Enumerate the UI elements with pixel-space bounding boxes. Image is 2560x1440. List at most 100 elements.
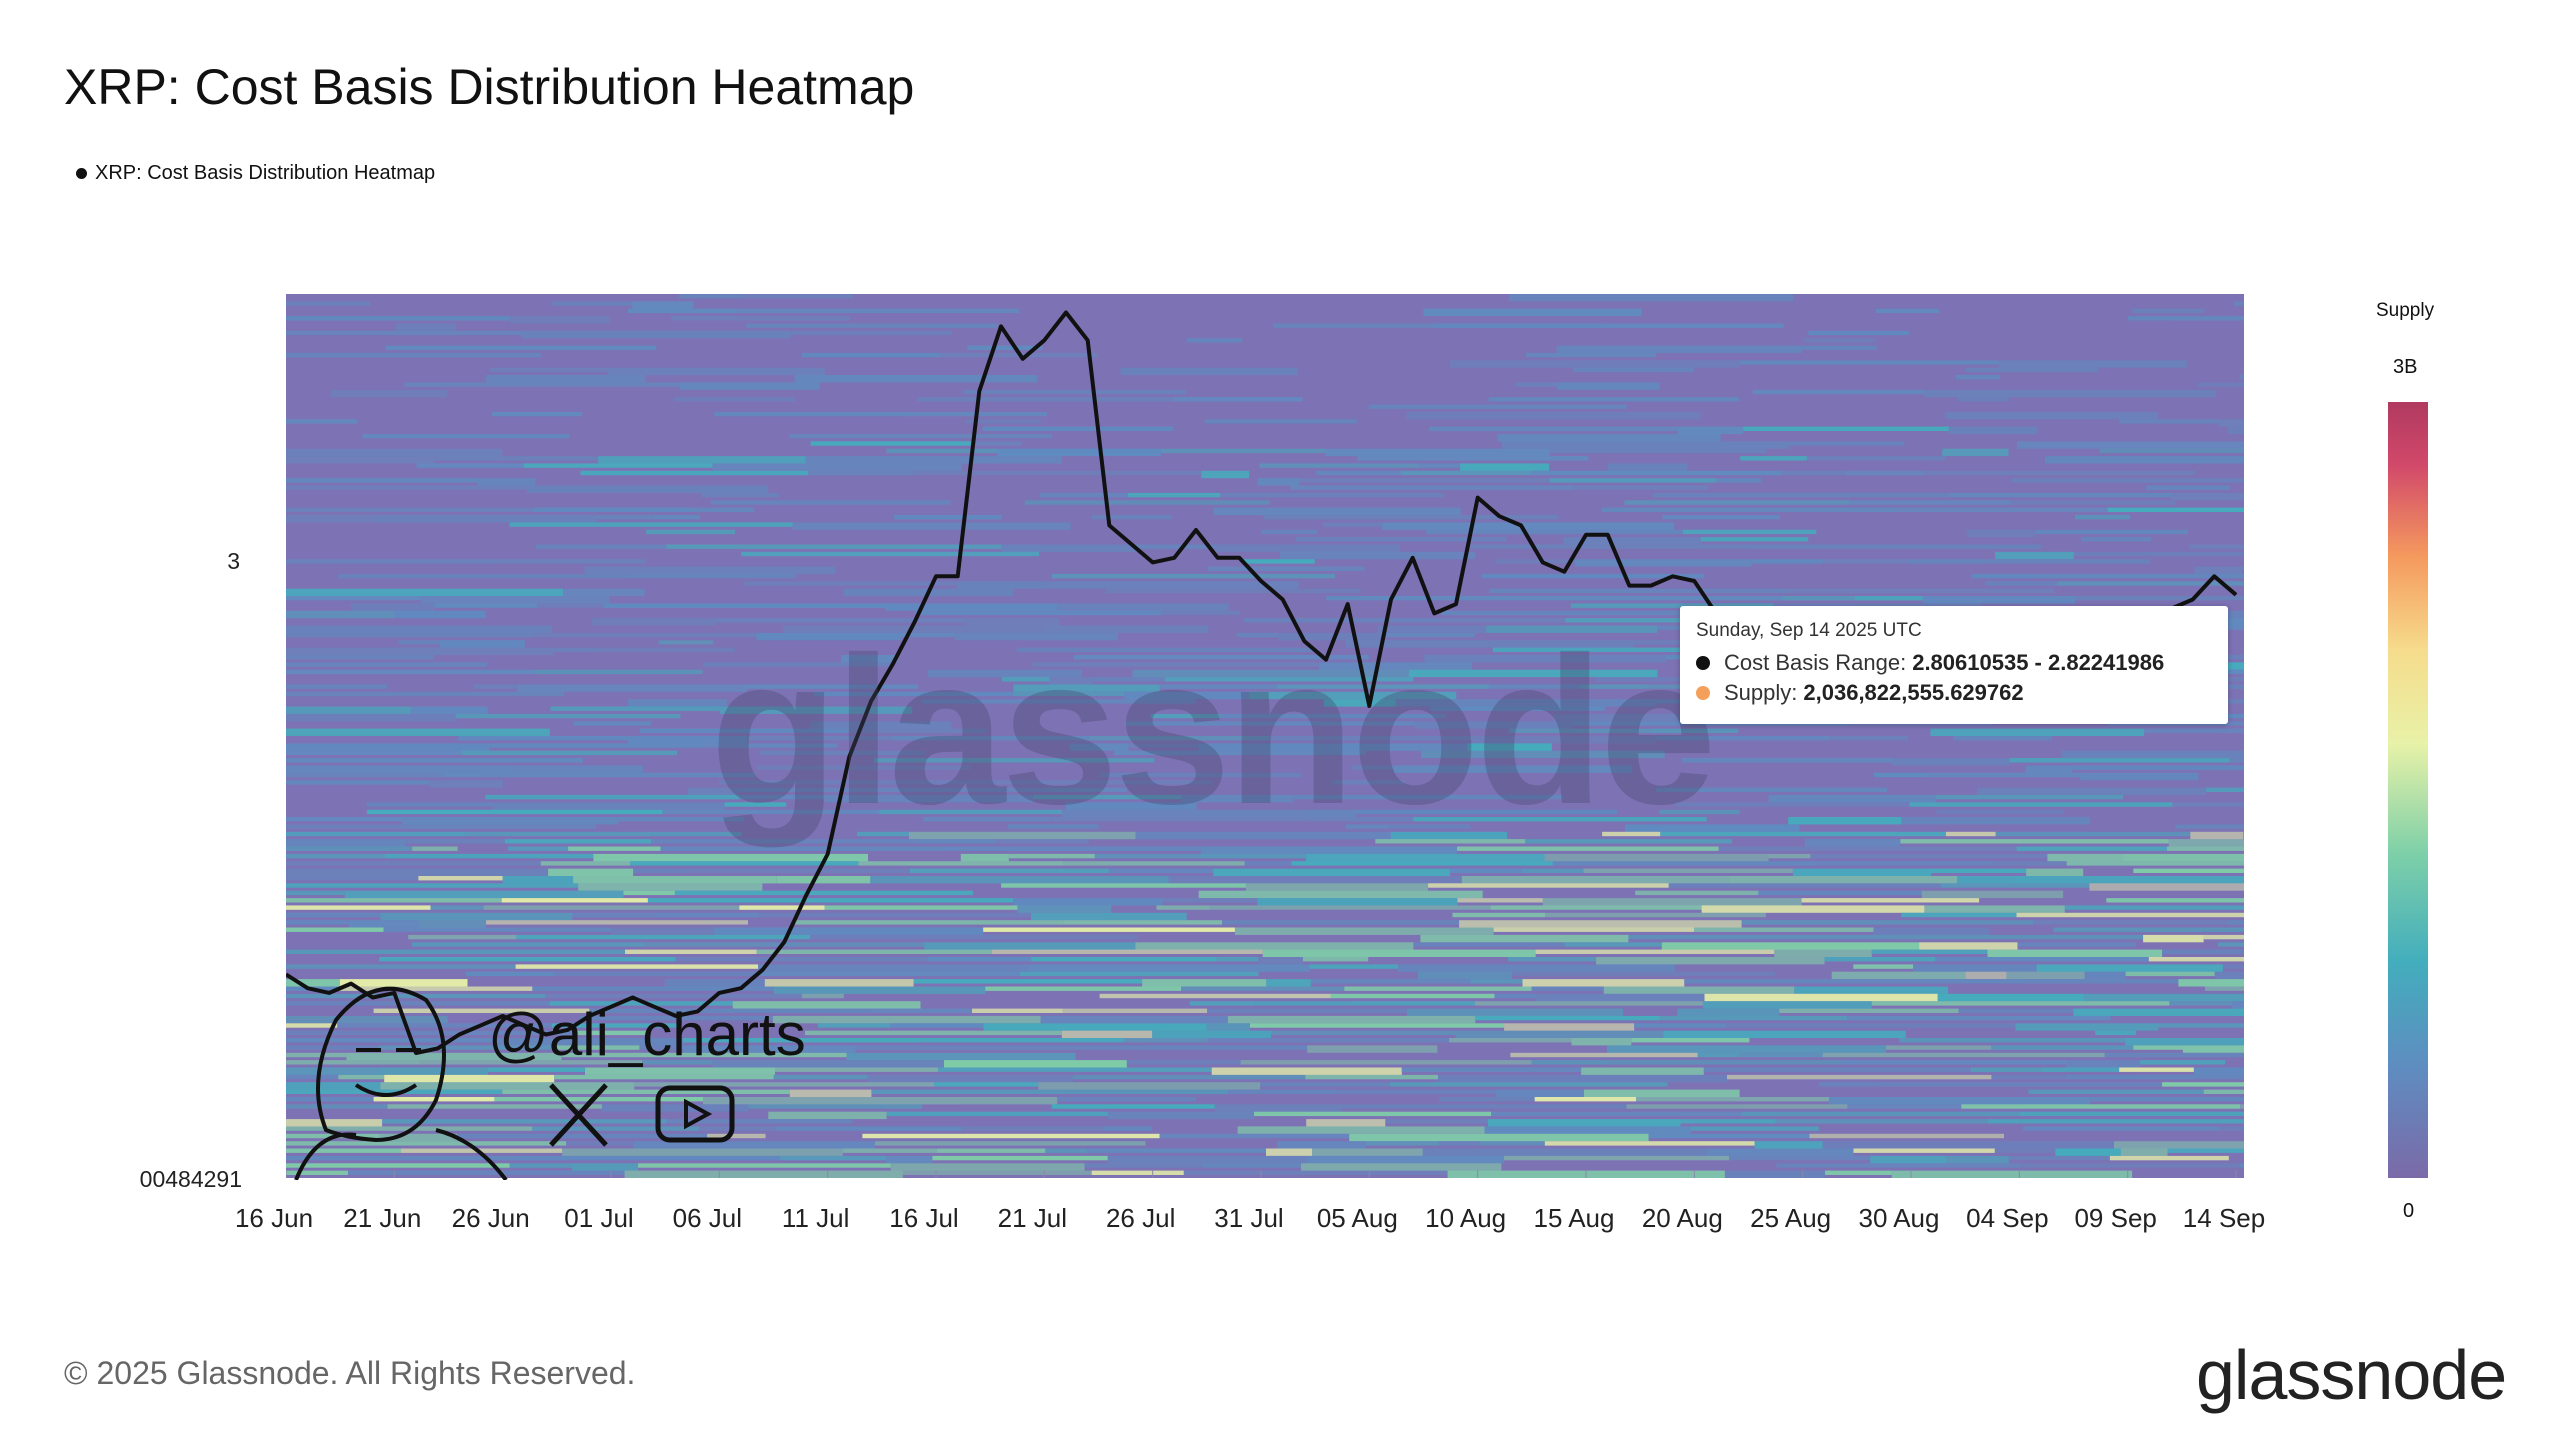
heatmap-cell — [1991, 1045, 2134, 1050]
heatmap-cell — [1261, 529, 1318, 535]
heatmap-cell — [1573, 367, 1695, 373]
heatmap-cell — [1987, 949, 2163, 957]
heatmap-cell — [1257, 478, 1300, 486]
heatmap-cell — [402, 817, 619, 825]
heatmap-cell — [1818, 1082, 1877, 1087]
heatmap-cell — [2036, 964, 2223, 972]
heatmap-cell — [411, 942, 644, 947]
heatmap-cell — [1786, 588, 2055, 594]
heatmap-cell — [2178, 979, 2244, 987]
heatmap-cell — [498, 1038, 683, 1046]
heatmap-cell — [286, 301, 371, 306]
heatmap-cell — [2064, 905, 2244, 910]
heatmap-cell — [1305, 853, 1545, 862]
x-tick-label: 14 Sep — [2182, 1203, 2266, 1233]
heatmap-cell — [1773, 603, 1983, 608]
heatmap-cell — [1804, 839, 1901, 847]
heatmap-cell — [789, 434, 1052, 439]
heatmap-cell — [1484, 1126, 1691, 1134]
heatmap-cell — [1046, 787, 1127, 792]
heatmap-cell — [573, 721, 651, 726]
heatmap-cell — [286, 890, 345, 896]
heatmap-cell — [1982, 559, 2150, 564]
heatmap-cell — [792, 522, 1071, 530]
heatmap-cell — [1135, 544, 1216, 549]
heatmap-cell — [682, 1038, 923, 1043]
heatmap-cell — [916, 898, 1014, 903]
heatmap-cell — [962, 389, 1187, 395]
heatmap-cell — [286, 824, 407, 829]
heatmap-cell — [1475, 1015, 1660, 1021]
heatmap-cell — [1045, 625, 1209, 633]
heatmap-cell — [756, 632, 901, 641]
heatmap-plot[interactable] — [286, 294, 2244, 1178]
heatmap-cell — [379, 957, 676, 962]
heatmap-cell — [2017, 942, 2136, 947]
heatmap-cell — [744, 581, 957, 586]
heatmap-cell — [983, 1023, 1207, 1031]
heatmap-cell — [1899, 1038, 2126, 1043]
heatmap-cell — [286, 478, 478, 483]
heatmap-cell — [527, 485, 769, 493]
heatmap-cell — [1236, 632, 1279, 638]
heatmap-cell — [2066, 861, 2244, 866]
heatmap-cell — [2089, 1097, 2244, 1102]
heatmap-cell — [1307, 1045, 1438, 1053]
legend[interactable]: XRP: Cost Basis Distribution Heatmap — [76, 162, 435, 185]
heatmap-cell — [465, 971, 554, 977]
heatmap-cell — [2009, 758, 2230, 763]
heatmap-cell — [902, 1170, 1092, 1175]
heatmap-cell — [458, 736, 628, 741]
heatmap-cell — [688, 787, 738, 795]
heatmap-cell — [1656, 787, 1888, 792]
heatmap-cell — [1509, 294, 1794, 302]
heatmap-cell — [1624, 824, 1800, 832]
heatmap-cell — [338, 986, 533, 991]
heatmap-cell — [338, 1074, 385, 1080]
heatmap-cell — [1099, 993, 1331, 999]
heatmap-cell — [562, 1148, 843, 1156]
heatmap-cell — [989, 934, 1138, 940]
heatmap-cell — [1751, 559, 1823, 564]
heatmap-cell — [992, 780, 1213, 785]
tooltip-value: 2.80610535 - 2.82241986 — [1912, 650, 2165, 675]
heatmap-cell — [505, 839, 652, 844]
heatmap-cell — [1740, 456, 1807, 461]
heatmap-cell — [484, 772, 755, 778]
heatmap-cell — [1847, 1015, 2111, 1021]
heatmap-cell — [362, 434, 570, 439]
heatmap-cell — [1266, 979, 1311, 987]
heatmap-cell — [1262, 949, 1536, 957]
heatmap-cell — [983, 927, 1235, 932]
heatmap-cell — [1091, 1170, 1184, 1175]
heatmap-cell — [1295, 537, 1507, 542]
heatmap-cell — [1531, 470, 1782, 476]
heatmap-cell — [286, 1060, 420, 1065]
heatmap-cell — [1606, 1060, 1842, 1065]
social-icons — [549, 1083, 735, 1147]
heatmap-cell — [2012, 876, 2244, 884]
heatmap-cell — [2016, 846, 2167, 851]
heatmap-cell — [430, 905, 484, 910]
heatmap-cell — [1776, 1163, 2020, 1168]
heatmap-cell — [924, 942, 1136, 950]
heatmap-cell — [1503, 1155, 1730, 1161]
heatmap-cell — [1602, 831, 1661, 837]
heatmap-cell — [1936, 809, 2065, 815]
heatmap-cell — [595, 647, 735, 652]
heatmap-cell — [592, 618, 717, 626]
heatmap-cell — [1326, 596, 1437, 601]
heatmap-cell — [2044, 456, 2244, 464]
heatmap-cell — [1263, 515, 1559, 520]
heatmap-cell — [870, 876, 1169, 884]
heatmap-cell — [1227, 1015, 1476, 1024]
heatmap-cell — [846, 1052, 1076, 1061]
heatmap-cell — [783, 625, 1045, 633]
heatmap-cell — [1135, 831, 1391, 840]
heatmap-cell — [1073, 655, 1369, 660]
heatmap-cell — [286, 780, 430, 785]
heatmap-cell — [773, 1074, 868, 1080]
heatmap-cell — [286, 1163, 510, 1168]
heatmap-cell — [1531, 1060, 1607, 1065]
heatmap-cell — [1028, 964, 1310, 972]
